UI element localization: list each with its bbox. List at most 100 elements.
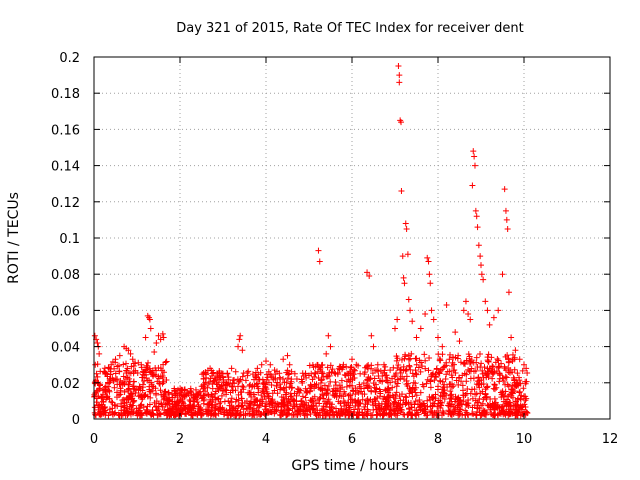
data-point	[269, 399, 276, 406]
data-point	[397, 366, 404, 373]
data-point	[153, 404, 160, 411]
data-point	[507, 367, 514, 374]
data-point	[157, 387, 164, 394]
data-point	[234, 383, 241, 390]
data-point	[500, 403, 507, 410]
data-point	[437, 357, 444, 364]
data-point	[153, 390, 160, 397]
data-point	[443, 301, 450, 308]
data-point	[124, 410, 131, 417]
data-point	[116, 368, 123, 375]
data-point	[204, 409, 211, 416]
data-point	[430, 316, 437, 323]
data-point	[94, 373, 101, 380]
data-point	[517, 395, 524, 402]
data-point	[495, 363, 502, 370]
data-point	[94, 361, 101, 368]
data-point	[421, 351, 428, 358]
data-point	[388, 411, 395, 418]
data-point	[427, 384, 434, 391]
data-point	[317, 380, 324, 387]
data-point	[325, 383, 332, 390]
data-point	[114, 389, 121, 396]
data-point	[105, 412, 112, 419]
data-point	[515, 382, 522, 389]
data-point	[382, 403, 389, 410]
data-point	[400, 274, 407, 281]
data-point	[91, 332, 98, 339]
data-point	[446, 356, 453, 363]
data-point	[403, 394, 410, 401]
data-point	[188, 392, 195, 399]
data-point	[412, 367, 419, 374]
data-point	[433, 411, 440, 418]
data-point	[285, 371, 292, 378]
data-point	[427, 409, 434, 416]
data-point	[393, 370, 400, 377]
data-point	[516, 356, 523, 363]
data-point	[197, 388, 204, 395]
data-point	[452, 369, 459, 376]
data-point	[379, 378, 386, 385]
data-point	[232, 387, 239, 394]
data-point	[242, 377, 249, 384]
data-point	[361, 371, 368, 378]
data-point	[149, 373, 156, 380]
data-point	[407, 366, 414, 373]
data-point	[428, 307, 435, 314]
data-point	[463, 371, 470, 378]
data-point	[336, 363, 343, 370]
data-point	[187, 398, 194, 405]
data-point	[93, 370, 100, 377]
data-point	[273, 368, 280, 375]
data-point	[351, 367, 358, 374]
data-point	[299, 370, 306, 377]
data-point	[518, 392, 525, 399]
data-point	[332, 370, 339, 377]
data-point	[325, 373, 332, 380]
data-point	[134, 369, 141, 376]
data-point	[348, 364, 355, 371]
data-point	[302, 411, 309, 418]
data-point	[96, 386, 103, 393]
data-point	[454, 355, 461, 362]
data-point	[469, 410, 476, 417]
data-point	[293, 401, 300, 408]
data-point	[516, 389, 523, 396]
data-point	[228, 395, 235, 402]
data-point	[217, 404, 224, 411]
data-point	[490, 364, 497, 371]
x-tick-label: 8	[434, 432, 442, 447]
data-point	[437, 392, 444, 399]
data-point	[303, 389, 310, 396]
data-point	[234, 407, 241, 414]
data-point	[111, 365, 118, 372]
data-point	[205, 402, 212, 409]
data-point	[160, 334, 167, 341]
data-point	[175, 402, 182, 409]
data-point	[387, 367, 394, 374]
data-point	[391, 398, 398, 405]
data-point	[319, 385, 326, 392]
data-point	[218, 392, 225, 399]
data-point	[349, 356, 355, 363]
data-point	[238, 395, 245, 402]
data-point	[227, 389, 234, 396]
data-point	[406, 363, 413, 370]
data-point	[480, 380, 487, 387]
data-point	[503, 374, 510, 381]
data-point	[134, 412, 141, 419]
data-point	[169, 394, 176, 401]
data-point	[484, 354, 491, 361]
data-point	[155, 332, 162, 339]
data-point	[324, 364, 331, 371]
data-point	[129, 356, 136, 363]
data-point	[456, 338, 463, 345]
data-point	[280, 356, 287, 363]
data-point	[128, 403, 135, 410]
data-point	[123, 370, 130, 377]
data-point	[283, 395, 290, 402]
data-point	[111, 401, 118, 408]
data-point	[437, 377, 444, 384]
data-point	[337, 400, 344, 407]
